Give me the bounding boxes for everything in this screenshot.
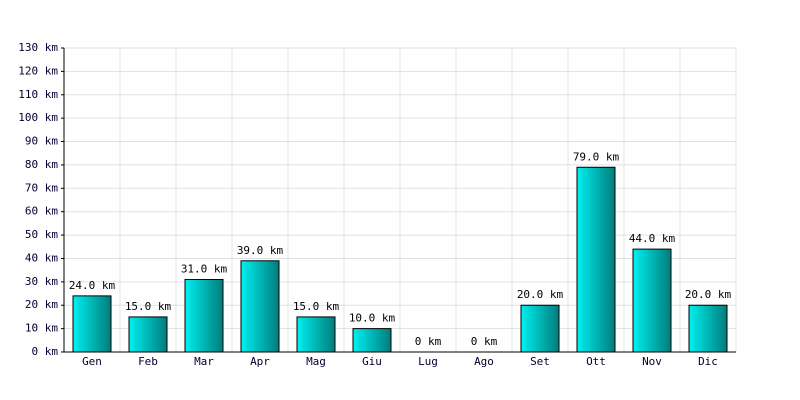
x-tick-label: Dic	[698, 355, 718, 368]
y-tick-label: 80 km	[25, 158, 58, 171]
data-label: 24.0 km	[69, 279, 116, 292]
x-tick-label: Gen	[82, 355, 102, 368]
y-tick-label: 110 km	[18, 88, 58, 101]
y-tick-label: 0 km	[32, 345, 59, 358]
y-tick-label: 30 km	[25, 275, 58, 288]
x-tick-label: Ago	[474, 355, 494, 368]
bar	[352, 328, 392, 353]
bar	[576, 166, 616, 353]
y-tick-label: 120 km	[18, 64, 58, 77]
data-label: 20.0 km	[685, 288, 732, 301]
bar	[128, 316, 168, 353]
x-tick-label: Mar	[194, 355, 214, 368]
data-label: 15.0 km	[293, 300, 340, 313]
data-label: 31.0 km	[181, 263, 228, 276]
data-label: 15.0 km	[125, 300, 172, 313]
bar	[72, 295, 112, 353]
x-tick-label: Ott	[586, 355, 606, 368]
y-tick-label: 130 km	[18, 41, 58, 54]
bar	[688, 304, 728, 353]
bar	[296, 316, 336, 353]
data-label: 0 km	[471, 335, 498, 348]
y-tick-label: 50 km	[25, 228, 58, 241]
x-tick-label: Apr	[250, 355, 270, 368]
y-tick-label: 70 km	[25, 181, 58, 194]
y-tick-label: 20 km	[25, 298, 58, 311]
y-tick-label: 90 km	[25, 135, 58, 148]
bar	[184, 279, 224, 353]
x-tick-label: Set	[530, 355, 550, 368]
y-tick-label: 100 km	[18, 111, 58, 124]
x-tick-label: Lug	[418, 355, 438, 368]
data-label: 20.0 km	[517, 288, 564, 301]
x-tick-label: Mag	[306, 355, 326, 368]
x-tick-label: Giu	[362, 355, 382, 368]
data-label: 44.0 km	[629, 232, 676, 245]
x-tick-label: Feb	[138, 355, 158, 368]
data-label: 79.0 km	[573, 150, 620, 163]
bar	[632, 248, 672, 353]
y-tick-label: 10 km	[25, 322, 58, 335]
y-tick-label: 40 km	[25, 251, 58, 264]
y-tick-label: 60 km	[25, 205, 58, 218]
bar	[240, 260, 280, 353]
data-label: 10.0 km	[349, 312, 396, 325]
data-label: 39.0 km	[237, 244, 284, 257]
data-label: 0 km	[415, 335, 442, 348]
bar	[520, 304, 560, 353]
x-tick-label: Nov	[642, 355, 662, 368]
